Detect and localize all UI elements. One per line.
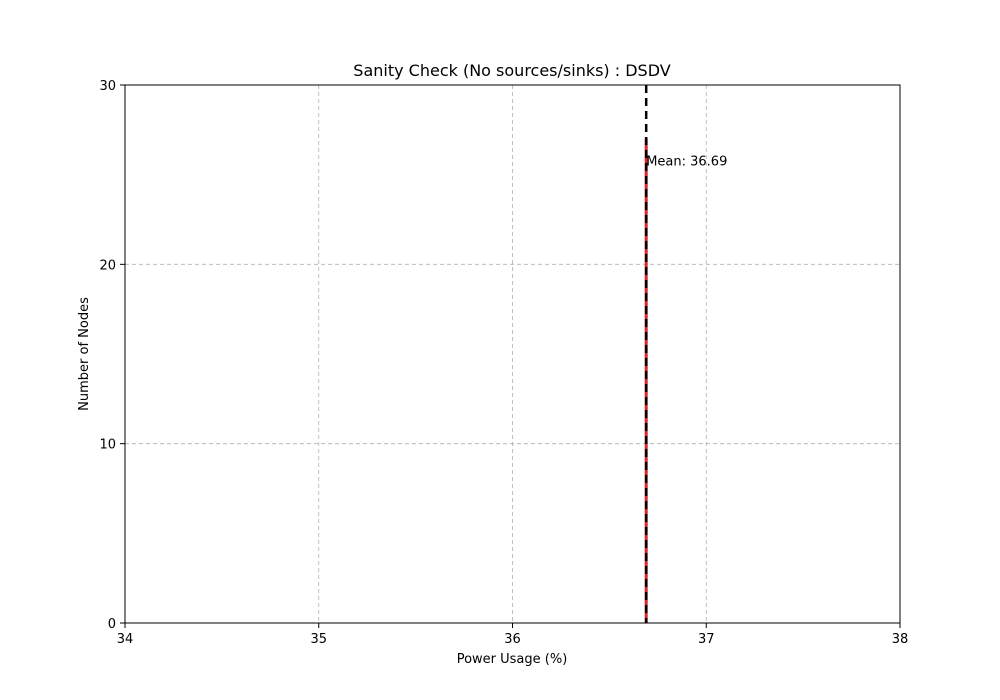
y-tick-label: 20 [99, 258, 116, 273]
histogram-bar [644, 138, 648, 624]
x-tick-label: 34 [117, 632, 134, 647]
tick-layer: 34 35 36 37 38 0 10 20 30 [99, 79, 908, 647]
chart-title: Sanity Check (No sources/sinks) : DSDV [353, 61, 670, 80]
annotation-layer: Mean: 36.69 [646, 154, 727, 169]
x-tick-label: 37 [698, 632, 715, 647]
x-tick-label: 36 [504, 632, 521, 647]
y-tick-label: 10 [99, 438, 116, 453]
x-axis-title: Power Usage (%) [457, 652, 568, 667]
grid-layer [125, 85, 900, 623]
x-tick-label: 35 [310, 632, 327, 647]
bar-layer [644, 138, 648, 624]
x-tick-label: 38 [892, 632, 909, 647]
mean-annotation: Mean: 36.69 [646, 154, 727, 169]
y-axis-title: Number of Nodes [77, 297, 92, 411]
y-tick-label: 0 [108, 617, 116, 632]
y-tick-label: 30 [99, 79, 116, 94]
